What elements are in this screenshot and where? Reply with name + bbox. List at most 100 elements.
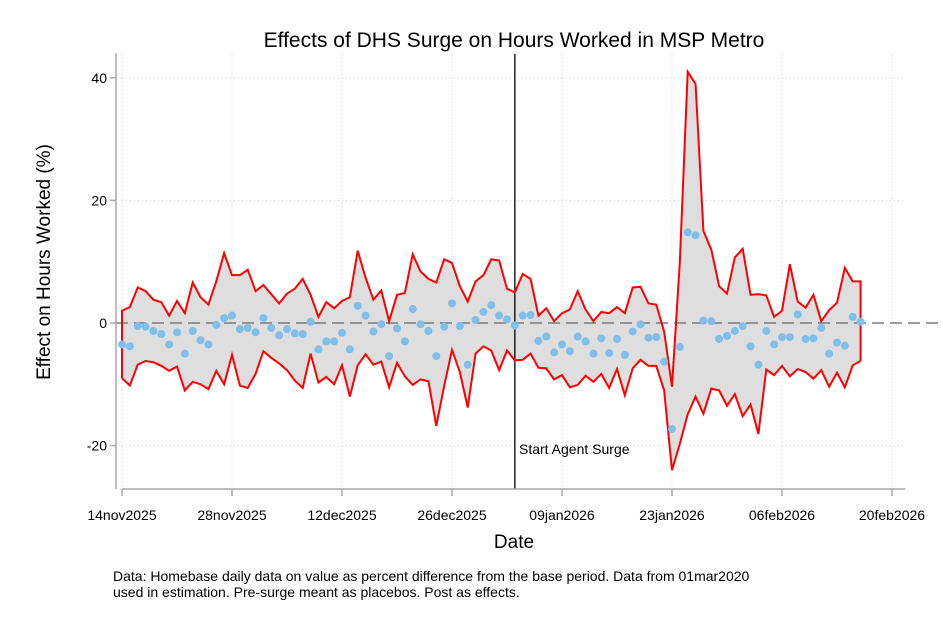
effect-point	[534, 336, 543, 345]
effect-point	[204, 340, 213, 349]
effect-point	[557, 340, 566, 349]
effect-point	[400, 337, 409, 346]
effect-point	[282, 325, 291, 334]
effect-point	[424, 326, 433, 335]
effect-point	[817, 323, 826, 332]
x-tick-label: 28nov2025	[197, 507, 267, 523]
effect-point	[487, 301, 496, 310]
footnote-line-1: Data: Homebase daily data on value as pe…	[113, 568, 750, 584]
effect-point	[605, 349, 614, 358]
effect-point	[754, 360, 763, 369]
effect-point	[447, 299, 456, 308]
grid	[121, 54, 905, 489]
effect-point	[345, 345, 354, 354]
effect-point	[722, 331, 731, 340]
effect-point	[793, 310, 802, 319]
y-tick-label: 20	[91, 192, 107, 208]
effect-point	[840, 341, 849, 350]
effect-point	[330, 337, 339, 346]
effect-point	[660, 357, 669, 366]
effect-point	[369, 327, 378, 336]
effect-point	[149, 326, 158, 335]
effect-point	[495, 311, 504, 320]
effect-point	[738, 322, 747, 331]
effect-point	[392, 324, 401, 333]
effect-points	[118, 228, 865, 434]
effect-point	[416, 320, 425, 329]
effect-point	[809, 334, 818, 343]
confidence-band-area	[122, 71, 861, 471]
effect-point	[675, 342, 684, 351]
effect-point	[620, 350, 629, 359]
event-label: Start Agent Surge	[519, 441, 630, 457]
effect-point	[377, 320, 386, 329]
effect-point	[361, 311, 370, 320]
bound-lines	[121, 68, 862, 471]
effect-point	[314, 345, 323, 354]
y-axis-title: Effect on Hours Worked (%)	[34, 144, 55, 380]
effect-point	[581, 337, 590, 346]
lower-bound-line	[121, 345, 862, 471]
effect-point	[298, 330, 307, 339]
effect-point	[770, 340, 779, 349]
effect-point	[259, 314, 268, 323]
effect-point	[667, 425, 676, 434]
x-tick-label: 14nov2025	[87, 507, 157, 523]
effect-point	[777, 333, 786, 342]
y-tick-label: 0	[99, 315, 107, 331]
effect-point	[573, 332, 582, 341]
y-tick-label: 40	[91, 70, 107, 86]
effect-point	[801, 334, 810, 343]
effect-point	[251, 328, 260, 337]
effect-point	[196, 336, 205, 345]
x-axis-title: Date	[494, 532, 534, 553]
axes: -20 0 20 40 14nov2025 28nov2025 12dec2025 26dec…	[87, 53, 925, 523]
effect-point	[707, 317, 716, 326]
effect-point	[832, 338, 841, 347]
effect-point	[220, 314, 229, 323]
effect-point	[699, 316, 708, 325]
effect-point	[762, 326, 771, 335]
effect-point	[267, 323, 276, 332]
effect-point	[157, 330, 166, 339]
effect-point	[510, 321, 519, 330]
effect-point	[322, 337, 331, 346]
confidence-band	[122, 71, 861, 471]
footnote: Data: Homebase daily data on value as pe…	[113, 568, 913, 600]
effect-point	[385, 352, 394, 361]
effect-point	[212, 320, 221, 329]
effect-point	[290, 329, 299, 338]
upper-bound-line	[121, 68, 862, 387]
effect-point	[825, 349, 834, 358]
effect-point	[118, 340, 126, 349]
y-tick-label: -20	[87, 438, 107, 454]
effect-point	[479, 307, 488, 316]
effect-point	[715, 334, 724, 343]
effect-point	[227, 311, 236, 320]
effect-point	[275, 331, 284, 340]
effect-point	[172, 328, 181, 337]
effect-point	[542, 332, 551, 341]
effect-point	[550, 348, 559, 357]
effect-point	[235, 325, 244, 334]
effect-point	[133, 322, 142, 331]
effect-point	[463, 360, 472, 369]
x-tick-label: 26dec2025	[417, 507, 487, 523]
effect-point	[306, 317, 315, 326]
x-tick-label: 20feb2026	[859, 507, 925, 523]
effect-point	[730, 326, 739, 335]
effect-point	[353, 301, 362, 310]
effect-point	[243, 323, 252, 332]
effect-point	[502, 315, 511, 324]
effect-point	[636, 320, 645, 329]
effect-point	[408, 304, 417, 313]
effect-point	[785, 333, 794, 342]
effect-point	[471, 315, 480, 324]
effect-point	[628, 327, 637, 336]
effect-point	[165, 340, 174, 349]
effect-point	[612, 334, 621, 343]
effect-point	[848, 312, 857, 321]
chart-title: Effects of DHS Surge on Hours Worked in …	[264, 29, 765, 52]
effect-point	[746, 342, 755, 351]
